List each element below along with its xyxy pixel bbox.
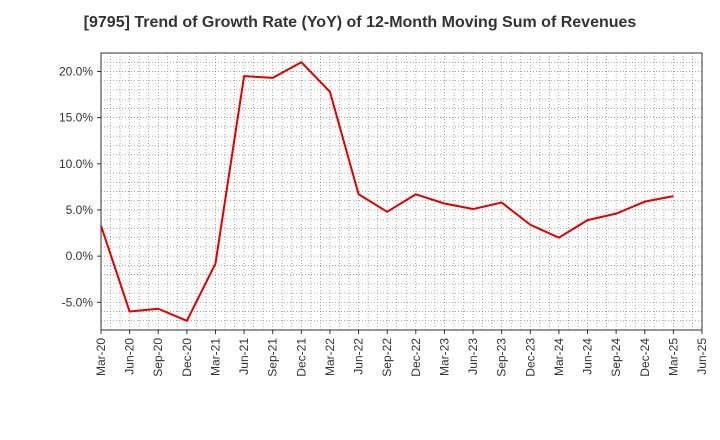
x-tick-label: Dec-22 (409, 338, 423, 377)
x-tick-label: Mar-25 (666, 338, 680, 376)
x-tick-label: Sep-21 (266, 338, 280, 377)
x-tick-label: Mar-22 (323, 338, 337, 376)
x-tick-label: Dec-21 (294, 338, 308, 377)
x-tick-label: Sep-24 (609, 338, 623, 377)
x-tick-label: Mar-21 (208, 338, 222, 376)
plot-frame (100, 52, 703, 331)
x-axis-ticks: Mar-20 Jun-20 Sep-20 Dec-20 Mar-21 Jun-21 Sep-… (94, 330, 709, 377)
y-tick-label: 5.0% (66, 203, 94, 217)
chart-title: [9795] Trend of Growth Rate (YoY) of 12-… (83, 14, 637, 31)
x-tick-label: Dec-20 (180, 338, 194, 377)
x-tick-label: Jun-24 (581, 338, 595, 375)
x-tick-label: Jun-22 (352, 338, 366, 375)
x-tick-label: Sep-23 (495, 338, 509, 377)
x-tick-label: Dec-24 (638, 338, 652, 377)
x-tick-label: Jun-21 (237, 338, 251, 375)
y-tick-label: 15.0% (59, 111, 93, 125)
y-tick-label: 20.0% (59, 64, 93, 78)
x-tick-label: Mar-23 (437, 338, 451, 376)
x-tick-label: Jun-20 (123, 338, 137, 375)
y-tick-label: -5.0% (62, 295, 94, 309)
x-tick-label: Mar-20 (94, 338, 108, 376)
x-tick-label: Sep-20 (151, 338, 165, 377)
x-tick-label: Jun-25 (695, 338, 709, 375)
y-tick-label: 0.0% (66, 249, 94, 263)
x-tick-label: Sep-22 (380, 338, 394, 377)
y-tick-label: 10.0% (59, 157, 93, 171)
x-tick-label: Jun-23 (466, 338, 480, 375)
series-layer (100, 61, 674, 322)
x-tick-label: Mar-24 (552, 338, 566, 376)
y-axis-ticks: -5.0% 0.0% 5.0% 10.0% 15.0% 20.0% (59, 64, 101, 309)
x-tick-label: Dec-23 (523, 338, 537, 377)
